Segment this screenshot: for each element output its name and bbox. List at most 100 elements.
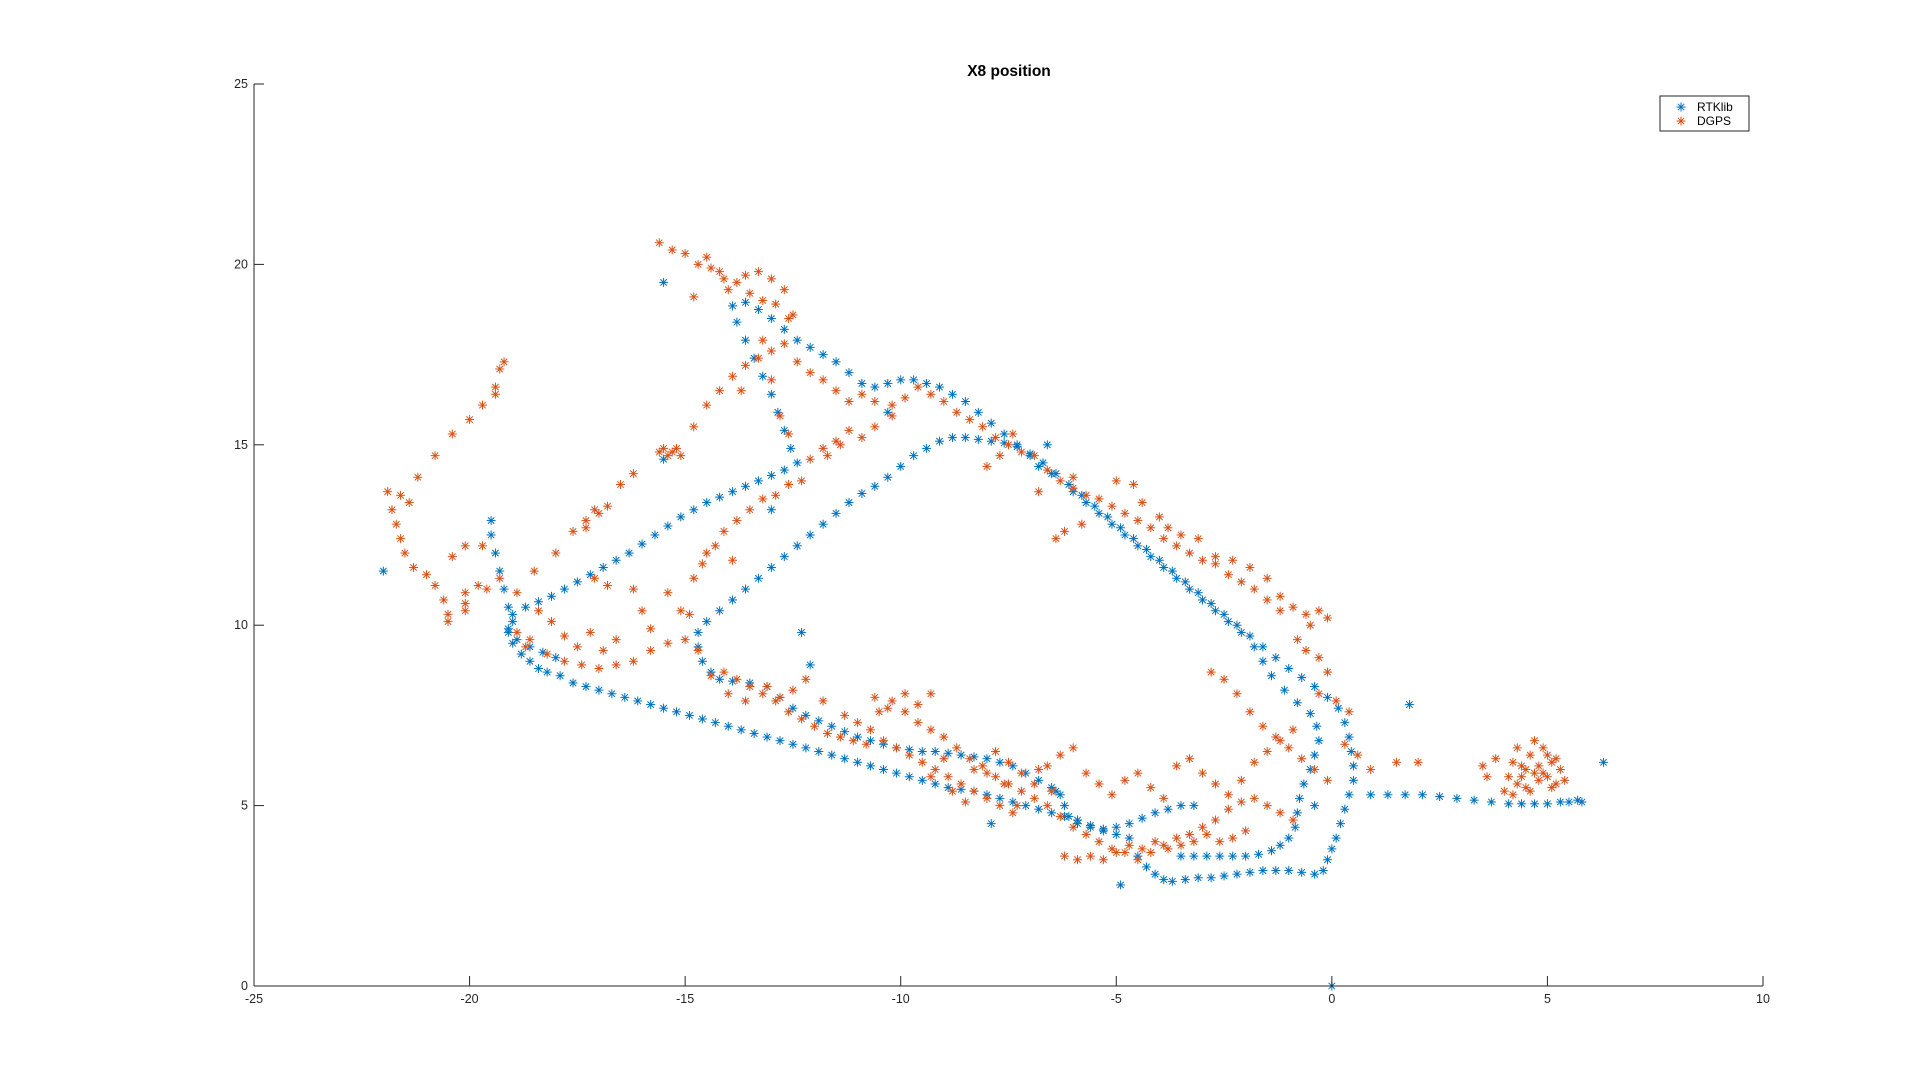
data-point [1400, 790, 1410, 800]
data-point [1517, 799, 1527, 809]
data-point [534, 597, 544, 607]
data-point [844, 368, 854, 378]
data-point [1185, 829, 1195, 839]
data-point [680, 249, 690, 259]
data-point [1232, 689, 1242, 699]
data-point [1275, 808, 1285, 818]
data-point [956, 750, 966, 760]
data-point [1245, 707, 1255, 717]
data-point [723, 285, 733, 295]
data-point [1508, 757, 1518, 767]
data-point [947, 433, 957, 443]
data-point [1275, 840, 1285, 850]
data-point [844, 397, 854, 407]
data-point [917, 757, 927, 767]
data-point [883, 703, 893, 713]
data-point [590, 505, 600, 515]
data-point [404, 498, 414, 508]
data-point [715, 606, 725, 616]
data-point [581, 523, 591, 533]
data-point [611, 635, 621, 645]
data-point [447, 552, 457, 562]
data-point [1292, 635, 1302, 645]
data-point [1167, 566, 1177, 576]
data-point [715, 674, 725, 684]
data-point [1103, 512, 1113, 522]
data-point [546, 591, 556, 601]
data-point [741, 335, 751, 345]
data-point [986, 819, 996, 829]
data-point [689, 573, 699, 583]
data-point [840, 754, 850, 764]
data-point [1206, 873, 1216, 883]
data-point [693, 627, 703, 637]
data-point [1146, 523, 1156, 533]
data-point [1271, 732, 1281, 742]
data-point [792, 335, 802, 345]
data-point [749, 728, 759, 738]
data-point [706, 263, 716, 273]
data-point [1245, 562, 1255, 572]
data-point [1012, 440, 1022, 450]
data-point [542, 649, 552, 659]
data-point [1555, 765, 1565, 775]
data-point [646, 624, 656, 634]
data-point [516, 649, 526, 659]
data-point [1029, 779, 1039, 789]
data-point [421, 570, 431, 580]
data-point [1172, 833, 1182, 843]
data-point [827, 721, 837, 731]
data-point [1137, 844, 1147, 854]
data-point [1042, 440, 1052, 450]
data-point [1047, 786, 1057, 796]
data-point [1133, 768, 1143, 778]
data-point [559, 584, 569, 594]
data-point [814, 746, 824, 756]
data-point [1120, 508, 1130, 518]
data-point [1124, 833, 1134, 843]
data-point [745, 682, 755, 692]
data-point [1504, 799, 1514, 809]
data-point [1525, 750, 1535, 760]
y-tick-label: 15 [234, 438, 248, 452]
data-point [753, 267, 763, 277]
data-point [797, 476, 807, 486]
data-point [1042, 801, 1052, 811]
data-point [840, 710, 850, 720]
data-point [779, 339, 789, 349]
data-point [982, 461, 992, 471]
data-point [1042, 465, 1052, 475]
data-point [478, 541, 488, 551]
data-point [1295, 793, 1305, 803]
data-point [1081, 768, 1091, 778]
data-point [960, 797, 970, 807]
data-point [1034, 775, 1044, 785]
data-point [840, 727, 850, 737]
data-point [680, 635, 690, 645]
data-point [1318, 866, 1328, 876]
data-point [741, 297, 751, 307]
data-point [607, 689, 617, 699]
data-point [784, 479, 794, 489]
data-point [818, 375, 828, 385]
data-point [1228, 851, 1238, 861]
data-point [559, 631, 569, 641]
data-point [818, 519, 828, 529]
y-tick-label: 0 [241, 979, 248, 993]
data-point [1271, 653, 1281, 663]
series-rtklib [378, 277, 1608, 991]
x-tick-label: -20 [461, 992, 479, 1006]
data-point [409, 562, 419, 572]
data-point [478, 400, 488, 410]
data-point [663, 521, 673, 531]
data-point [973, 434, 983, 444]
data-point [482, 584, 492, 594]
data-point [1085, 822, 1095, 832]
data-point [922, 378, 932, 388]
data-point [697, 559, 707, 569]
data-point [1271, 866, 1281, 876]
data-point [827, 750, 837, 760]
data-point [1284, 743, 1294, 753]
data-point [654, 238, 664, 248]
data-point [594, 663, 604, 673]
